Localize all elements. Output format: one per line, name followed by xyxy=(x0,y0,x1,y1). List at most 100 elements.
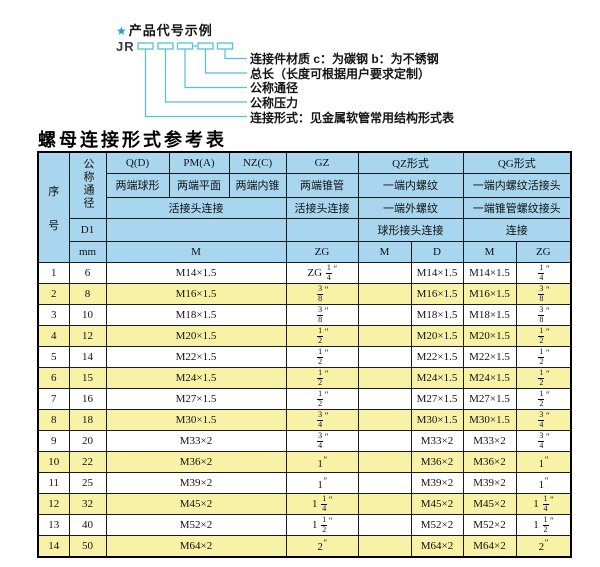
cell-mm: 6 xyxy=(68,262,107,284)
cell-m: M16×1.5 xyxy=(105,283,287,305)
cell-gz: 1 2 " xyxy=(285,388,359,410)
cell-qz-d: M16×1.5 xyxy=(410,283,464,305)
header-qg: QG形式 xyxy=(462,151,572,174)
cell-qz-d: M52×2 xyxy=(410,514,464,536)
connector-line-pressure xyxy=(164,49,247,103)
cell-qg-m: M52×2 xyxy=(462,514,517,536)
table-header: 序 号 公称通径 Q(D) PM(A) NZ(C) GZ QZ形式 QG形式 两… xyxy=(37,151,572,264)
cell-gz: 3 8 " xyxy=(285,283,359,305)
table-row: 4 12 M20×1.5 1 2 " M20×1.5 M20×1.5 1 2 " xyxy=(37,325,572,347)
cell-gz: 1" xyxy=(285,472,359,494)
header-nz-c-sub: 两端内锥 xyxy=(228,172,287,199)
cell-gz: 2" xyxy=(285,535,359,557)
cell-mm: 12 xyxy=(68,325,107,347)
cell-gz: 1 2 " xyxy=(285,367,359,389)
diagram-label-conn-form: 连接形式：见金属软管常用结构形式表 xyxy=(250,110,455,125)
cell-qg-zg: 1" xyxy=(515,472,572,494)
cell-no: 10 xyxy=(37,451,70,473)
product-code-prefix: JR xyxy=(116,39,135,54)
cell-qz-m xyxy=(357,514,412,536)
table-row: 11 25 M39×2 1" M39×2 M39×2 1" xyxy=(37,472,572,494)
cell-qz-m xyxy=(357,472,412,494)
cell-qz-d: M24×1.5 xyxy=(410,367,464,389)
nut-connection-reference-table: 序 号 公称通径 Q(D) PM(A) NZ(C) GZ QZ形式 QG形式 两… xyxy=(37,151,573,558)
table-row: 14 50 M64×2 2" M64×2 M64×2 2" xyxy=(37,535,572,557)
table-row: 3 10 M18×1.5 3 8 " M18×1.5 M18×1.5 3 8 " xyxy=(37,304,572,326)
cell-qg-zg: 1 4 " xyxy=(515,262,572,284)
table-row: 7 16 M27×1.5 1 2 " M27×1.5 M27×1.5 1 2 " xyxy=(37,388,572,410)
cell-qz-m xyxy=(357,430,412,452)
cell-m: M20×1.5 xyxy=(105,325,287,347)
connector-line-length xyxy=(204,49,247,74)
cell-mm: 32 xyxy=(68,493,107,515)
cell-qg-zg: 1 2 " xyxy=(515,346,572,368)
cell-qz-m xyxy=(357,304,412,326)
cell-mm: 50 xyxy=(68,535,107,557)
diagram-label-length: 总长（长度可根据用户要求定制） xyxy=(250,66,431,81)
cell-qg-zg: 1 2 " xyxy=(515,325,572,347)
connector-line-diameter xyxy=(184,49,247,89)
cell-qg-m: M16×1.5 xyxy=(462,283,517,305)
cell-m: M39×2 xyxy=(105,472,287,494)
cell-qz-d: M30×1.5 xyxy=(410,409,464,431)
cell-qz-m xyxy=(357,409,412,431)
header-blank-left xyxy=(105,218,287,242)
cell-qz-d: M36×2 xyxy=(410,451,464,473)
header-union-connection: 活接头连接 xyxy=(105,197,287,220)
cell-mm: 14 xyxy=(68,346,107,368)
cell-mm: 25 xyxy=(68,472,107,494)
cell-gz: ZG 1 4 " xyxy=(285,262,359,284)
header-nz-c: NZ(C) xyxy=(228,151,287,174)
header-qz-sub3: 球形接头连接 xyxy=(357,218,464,242)
cell-qz-m xyxy=(357,388,412,410)
cell-no: 2 xyxy=(37,283,70,305)
code-box-1 xyxy=(137,42,154,50)
header-gz: GZ xyxy=(285,151,359,174)
cell-qg-m: M22×1.5 xyxy=(462,346,517,368)
cell-m: M30×1.5 xyxy=(105,409,287,431)
cell-qg-m: M36×2 xyxy=(462,451,517,473)
cell-m: M24×1.5 xyxy=(105,367,287,389)
cell-qg-zg: 3 8 " xyxy=(515,304,572,326)
header-qz: QZ形式 xyxy=(357,151,464,174)
cell-qz-m xyxy=(357,451,412,473)
cell-gz: 3 4 " xyxy=(285,409,359,431)
cell-gz: 1 1 4 " xyxy=(285,493,359,515)
table-body: 1 6 M14×1.5 ZG 1 4 " M14×1.5 M14×1.5 1 4 " 2 8 M16×1.… xyxy=(37,262,572,557)
header-qz-col-m: M xyxy=(357,240,412,264)
table-row: 5 14 M22×1.5 1 2 " M22×1.5 M22×1.5 1 2 " xyxy=(37,346,572,368)
cell-no: 13 xyxy=(37,514,70,536)
cell-no: 1 xyxy=(37,262,70,284)
cell-qg-m: M27×1.5 xyxy=(462,388,517,410)
cell-qz-d: M45×2 xyxy=(410,493,464,515)
cell-qg-zg: 1 1 4 " xyxy=(515,493,572,515)
cell-qz-m xyxy=(357,535,412,557)
star-icon: ★ xyxy=(116,24,128,38)
cell-qg-zg: 1 2 " xyxy=(515,388,572,410)
cell-mm: 22 xyxy=(68,451,107,473)
header-m-unit: M xyxy=(105,240,287,264)
cell-m: M27×1.5 xyxy=(105,388,287,410)
cell-qg-m: M64×2 xyxy=(462,535,517,557)
cell-qg-zg: 3 4 " xyxy=(515,409,572,431)
cell-qg-m: M33×2 xyxy=(462,430,517,452)
cell-no: 6 xyxy=(37,367,70,389)
cell-qg-m: M20×1.5 xyxy=(462,325,517,347)
code-box-4 xyxy=(197,42,214,50)
cell-no: 12 xyxy=(37,493,70,515)
connector-line-material xyxy=(224,49,247,60)
header-q-d-sub: 两端球形 xyxy=(105,172,170,199)
diagram-label-material: 连接件材质 c：为碳钢 b：为不锈钢 xyxy=(250,52,439,66)
cell-qz-d: M39×2 xyxy=(410,472,464,494)
table-row: 9 20 M33×2 3 4 " M33×2 M33×2 3 4 " xyxy=(37,430,572,452)
cell-qg-m: M24×1.5 xyxy=(462,367,517,389)
cell-no: 14 xyxy=(37,535,70,557)
cell-no: 4 xyxy=(37,325,70,347)
cell-qz-d: M20×1.5 xyxy=(410,325,464,347)
cell-no: 11 xyxy=(37,472,70,494)
diagram-label-diameter: 公称通径 xyxy=(250,81,299,95)
header-qz-sub2: 一端外螺纹 xyxy=(357,197,464,220)
cell-qz-d: M14×1.5 xyxy=(410,262,464,284)
diagram-title: ★产品代号示例 xyxy=(116,20,213,39)
cell-qz-d: M18×1.5 xyxy=(410,304,464,326)
